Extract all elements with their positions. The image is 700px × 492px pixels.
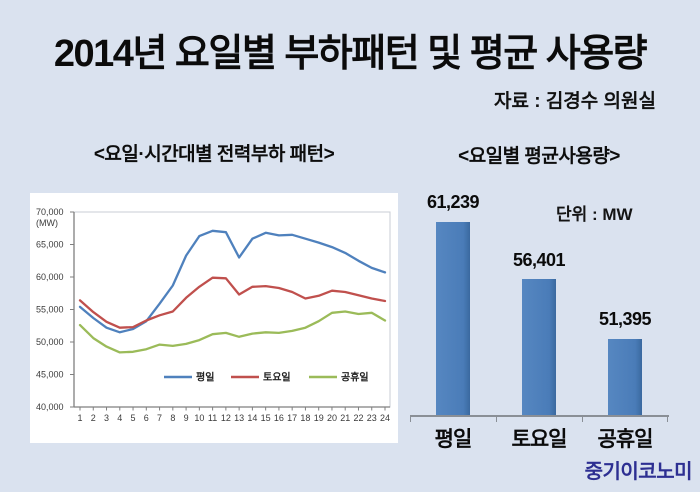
x-tick-label: 5 [131, 413, 136, 423]
bar-value-label-0: 61,239 [426, 192, 480, 212]
bar-value-label-2: 51,395 [598, 309, 652, 329]
x-tick-label: 14 [247, 413, 257, 423]
y-tick-label: 70,000 [36, 207, 64, 217]
x-tick-label: 4 [117, 413, 122, 423]
series-line-2 [78, 310, 387, 354]
x-tick-label: 3 [104, 413, 109, 423]
x-tick-label: 12 [221, 413, 231, 423]
bar-value-label-1: 56,401 [512, 249, 566, 270]
x-tick-label: 7 [157, 413, 162, 423]
bar-chart-header: <요일별 평균사용량> [458, 146, 620, 167]
bar-axis-tick-1 [496, 417, 497, 422]
line-chart-canvas: 70,000 65,000 60,000 55,000 50,000 45,000 40,0… [36, 207, 391, 423]
bar-category-label-2: 공휴일 [597, 428, 654, 451]
y-tick-label: 60,000 [36, 272, 64, 282]
bar-1 [522, 279, 556, 415]
unit-label: 단위 : MW [556, 205, 633, 224]
bar-axis-tick-3 [667, 417, 668, 422]
y-tick-label: 65,000 [36, 240, 64, 250]
y-tick-label: 50,000 [36, 337, 64, 347]
bar-category-label-0: 평일 [434, 428, 473, 451]
source-credit: 자료 : 김경수 의원실 [493, 91, 656, 112]
bar-0 [436, 222, 470, 415]
x-tick-label: 19 [314, 413, 324, 423]
x-tick-label: 20 [327, 413, 337, 423]
x-tick-label: 21 [340, 413, 350, 423]
legend-label-2: 공휴일 [341, 371, 369, 384]
y-axis-unit: (MW) [36, 218, 58, 228]
page-title: 2014년 요일별 부하패턴 및 평균 사용량 [53, 33, 648, 75]
x-tick-label: 23 [367, 413, 377, 423]
legend-label-1: 토요일 [263, 371, 291, 384]
bar-chart-axis [410, 415, 669, 423]
y-tick-label: 40,000 [36, 402, 64, 412]
bar-chart-categories: 평일 토요일 공휴일 [410, 423, 668, 451]
series-line-1 [78, 276, 387, 329]
x-tick-label: 17 [287, 413, 297, 423]
x-tick-label: 8 [170, 413, 175, 423]
legend-label-0: 평일 [196, 371, 214, 384]
x-tick-label: 10 [194, 413, 204, 423]
x-tick-label: 24 [380, 413, 390, 423]
bar-chart-area: 61,239 56,401 51,395 [410, 190, 668, 415]
line-chart-panel: 70,000 65,000 60,000 55,000 50,000 45,000 40,0… [30, 193, 398, 443]
x-tick-label: 6 [144, 413, 149, 423]
publisher-logo: 중기이코노미 [584, 461, 693, 483]
series-line-0 [78, 229, 387, 334]
x-tick-label: 1 [77, 413, 82, 423]
x-tick-label: 15 [261, 413, 271, 423]
bar-2 [608, 339, 642, 415]
x-tick-label: 11 [208, 413, 217, 423]
x-tick-label: 16 [274, 413, 284, 423]
bar-category-label-1: 토요일 [511, 428, 568, 451]
y-tick-label: 45,000 [36, 370, 64, 380]
x-tick-label: 13 [234, 413, 244, 423]
bar-axis-tick-0 [410, 417, 411, 422]
y-tick-label: 55,000 [36, 305, 64, 315]
x-tick-label: 9 [184, 413, 189, 423]
x-tick-label: 18 [300, 413, 310, 423]
x-tick-label: 22 [353, 413, 363, 423]
bar-axis-tick-2 [582, 417, 583, 422]
line-chart-header: <요일·시간대별 전력부하 패턴> [93, 144, 335, 165]
x-tick-label: 2 [91, 413, 96, 423]
